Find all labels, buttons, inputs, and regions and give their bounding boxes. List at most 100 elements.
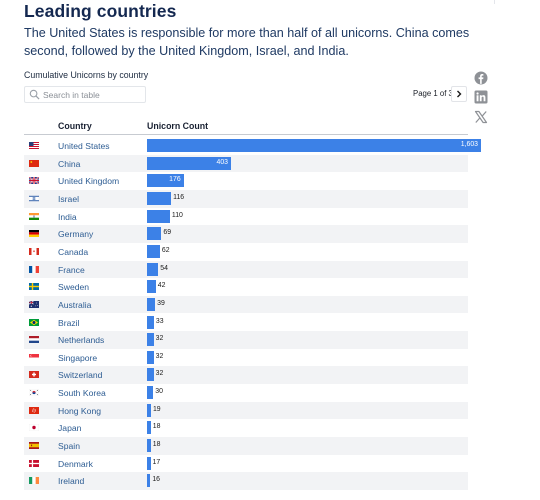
country-name: Hong Kong (58, 405, 102, 416)
unicorn-count-bar (147, 439, 151, 453)
unicorn-count-value: 17 (152, 458, 161, 466)
unicorn-count-bar (147, 209, 170, 223)
search-icon (29, 89, 40, 100)
country-name: Germany (58, 229, 94, 240)
unicorn-count-bar (147, 368, 154, 382)
table-header: Country Unicorn Count (24, 117, 468, 135)
facebook-icon[interactable] (474, 71, 488, 85)
page-title: Leading countries (24, 1, 177, 21)
china-flag-icon (29, 159, 39, 167)
germany-flag-icon (29, 230, 39, 238)
south-korea-flag-icon (29, 389, 39, 397)
country-name: Spain (58, 441, 80, 452)
table-row: Spain 18 (24, 437, 468, 455)
chevron-right-icon (457, 90, 462, 98)
ireland-flag-icon (29, 477, 39, 485)
unicorn-count-value: 62 (161, 246, 170, 254)
unicorn-count-value: 116 (173, 193, 185, 201)
spain-flag-icon (29, 442, 39, 450)
unicorn-count-value: 39 (157, 299, 165, 307)
us-flag-icon (29, 142, 39, 149)
unicorn-count-bar (147, 244, 160, 258)
unicorn-count-bar (147, 262, 159, 276)
table-row: Sweden 42 (24, 278, 468, 296)
country-name: Ireland (58, 476, 85, 487)
netherlands-flag-icon (29, 336, 39, 344)
unicorn-count-value: 19 (152, 405, 161, 413)
table-row: Ireland 16 (24, 472, 468, 490)
unicorn-count-value: 69 (163, 229, 172, 237)
table-row: Netherlands 32 (24, 331, 468, 349)
unicorn-count-bar (147, 474, 151, 488)
sweden-flag-icon (29, 283, 39, 291)
table-row: Australia 39 (24, 295, 468, 314)
unicorn-count-bar (147, 297, 156, 311)
france-flag-icon (29, 265, 39, 273)
country-name: Singapore (58, 352, 98, 363)
denmark-flag-icon (29, 459, 39, 467)
unicorn-count-bar (147, 350, 154, 364)
country-name: Brazil (58, 317, 80, 328)
page-indicator: Page 1 of 3 (413, 89, 453, 98)
unicorn-count-bar (147, 280, 156, 294)
table-row: Denmark 17 (24, 455, 468, 473)
uk-flag-icon (29, 177, 39, 185)
unicorn-count-bar (147, 315, 154, 329)
unicorn-count-bar (147, 156, 231, 170)
australia-flag-icon (29, 300, 39, 308)
switzerland-flag-icon (29, 371, 39, 379)
table-row: Japan 18 (24, 419, 468, 437)
linkedin-icon[interactable] (474, 90, 488, 104)
table-row: Canada 62 (24, 243, 468, 261)
table-row: Brazil 33 (24, 314, 468, 332)
table-row: Germany 69 (24, 225, 468, 243)
unicorn-count-value: 403 (216, 158, 228, 166)
page-subtitle: The United States is responsible for mor… (24, 26, 470, 58)
canada-flag-icon (29, 247, 39, 255)
country-name: China (58, 158, 81, 169)
search-input[interactable] (43, 89, 143, 100)
india-flag-icon (29, 212, 39, 220)
unicorn-count-value: 54 (160, 264, 168, 272)
unicorn-count-value: 32 (155, 352, 164, 360)
unicorn-count-value: 33 (155, 317, 164, 325)
unicorn-count-bar (147, 191, 172, 205)
country-name: Canada (58, 246, 89, 257)
table-row: France 54 (24, 260, 468, 279)
unicorn-count-value: 110 (171, 211, 183, 219)
country-name: United Kingdom (58, 176, 120, 187)
unicorn-count-bar (147, 333, 154, 347)
table-search[interactable] (24, 86, 146, 103)
table-row: United States 1,603 (24, 137, 481, 155)
table-row: India 110 (24, 208, 468, 226)
country-name: United States (58, 141, 110, 151)
table-row: China 403 (24, 154, 468, 173)
japan-flag-icon (29, 424, 39, 432)
country-name: Switzerland (58, 370, 103, 381)
country-name: Australia (58, 299, 92, 310)
x-icon[interactable] (474, 110, 488, 124)
unicorn-count-bar (147, 386, 154, 400)
country-name: South Korea (58, 388, 106, 399)
column-header-country[interactable]: Country (58, 121, 92, 131)
israel-flag-icon (29, 194, 39, 202)
next-page-button[interactable] (451, 86, 467, 102)
unicorn-count-value: 30 (155, 388, 163, 396)
country-name: India (58, 211, 77, 222)
brazil-flag-icon (29, 318, 39, 326)
unicorn-count-bar (147, 403, 151, 417)
table-row: Singapore 32 (24, 349, 468, 367)
unicorn-count-value: 1,603 (460, 141, 478, 148)
unicorn-count-bar (147, 227, 162, 241)
column-header-unicorn-count[interactable]: Unicorn Count (147, 121, 209, 131)
table-row: Switzerland 32 (24, 366, 468, 385)
unicorn-count-bar (147, 139, 481, 152)
unicorn-count-bar (147, 421, 151, 435)
unicorn-count-value: 32 (155, 370, 164, 378)
country-name: Japan (58, 423, 82, 434)
singapore-flag-icon (29, 353, 39, 361)
unicorn-count-value: 32 (155, 335, 164, 343)
table-row: South Korea 30 (24, 384, 468, 402)
country-name: Israel (58, 193, 80, 204)
hong-kong-flag-icon (29, 406, 39, 414)
